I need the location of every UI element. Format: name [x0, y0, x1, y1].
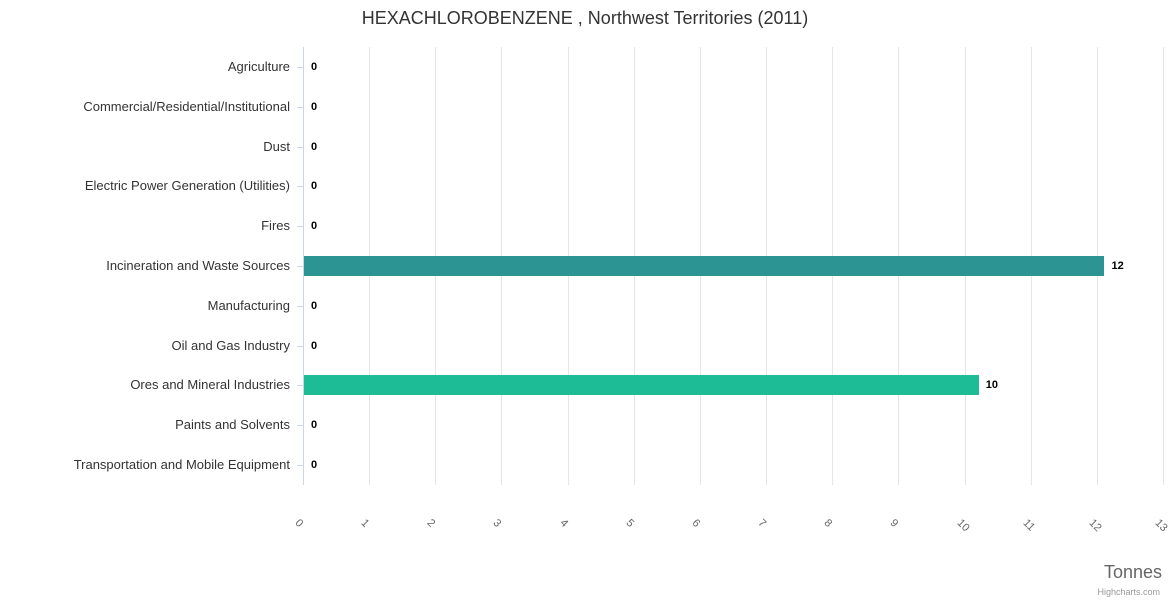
category-label: Manufacturing: [207, 297, 290, 313]
bar-segment[interactable]: [304, 256, 1105, 276]
data-label: 0: [311, 140, 318, 153]
category-tick: [297, 425, 303, 426]
x-axis-tick-label: 11: [1020, 517, 1037, 534]
data-label: 0: [311, 339, 318, 352]
data-label: 0: [311, 220, 318, 233]
x-axis-tick-label: 6: [689, 517, 703, 530]
x-axis-tick-label: 3: [490, 517, 504, 530]
category-tick: [297, 147, 303, 148]
category-label: Oil and Gas Industry: [171, 337, 291, 353]
category-tick: [297, 465, 303, 466]
x-axis-tick-label: 5: [623, 517, 637, 530]
category-label: Transportation and Mobile Equipment: [73, 457, 290, 473]
x-axis-tick-label: 9: [887, 517, 901, 530]
category-tick: [297, 107, 303, 108]
category-tick: [297, 67, 303, 68]
category-label: Electric Power Generation (Utilities): [84, 178, 290, 194]
highcharts-credit-link[interactable]: Highcharts.com: [1097, 587, 1160, 597]
category-tick: [297, 266, 303, 267]
category-label: Commercial/Residential/Institutional: [83, 98, 290, 114]
category-tick: [297, 306, 303, 307]
data-label: 0: [311, 299, 318, 312]
data-label: 0: [311, 459, 318, 472]
x-axis-tick-label: 1: [358, 517, 372, 530]
category-label: Paints and Solvents: [175, 417, 290, 433]
x-axis-tick-label: 7: [755, 517, 769, 530]
data-label: 0: [311, 180, 318, 193]
y-axis-line: [303, 47, 304, 485]
x-axis-tick-label: 2: [424, 517, 438, 530]
data-label: 12: [1111, 260, 1124, 272]
x-axis-tick-label: 12: [1086, 517, 1104, 535]
category-label: Dust: [263, 138, 290, 154]
x-axis-tick-label: 13: [1152, 517, 1170, 535]
category-label: Incineration and Waste Sources: [106, 258, 290, 273]
x-axis-tick-label: 8: [821, 517, 835, 530]
data-label: 0: [311, 60, 318, 73]
category-label: Ores and Mineral Industries: [130, 377, 290, 393]
x-axis-tick-label: 10: [954, 517, 972, 535]
category-label: Agriculture: [227, 58, 290, 74]
category-tick: [297, 346, 303, 347]
data-label: 0: [311, 100, 318, 113]
x-axis-title: Tonnes: [1103, 562, 1162, 582]
data-label: 0: [311, 419, 318, 432]
chart-title: HEXACHLOROBENZENE , Northwest Territorie…: [361, 8, 809, 28]
x-gridline: [1163, 47, 1164, 485]
x-axis-tick-label: 0: [292, 517, 306, 530]
category-tick: [297, 226, 303, 227]
x-axis-tick-label: 4: [557, 517, 570, 530]
bar-segment[interactable]: [304, 375, 979, 396]
category-label: Fires: [261, 218, 290, 234]
category-tick: [297, 186, 303, 187]
data-label: 10: [985, 379, 999, 392]
category-tick: [297, 385, 303, 386]
